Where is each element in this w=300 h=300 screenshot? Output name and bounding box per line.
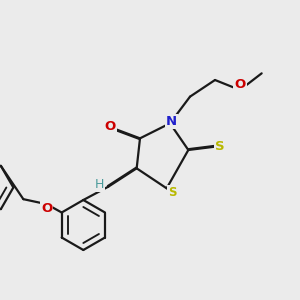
Text: H: H: [94, 178, 104, 190]
Text: S: S: [168, 186, 177, 199]
Text: O: O: [234, 79, 246, 92]
Text: O: O: [104, 120, 116, 133]
Text: N: N: [166, 115, 177, 128]
Text: S: S: [215, 140, 225, 153]
Text: O: O: [41, 202, 52, 215]
